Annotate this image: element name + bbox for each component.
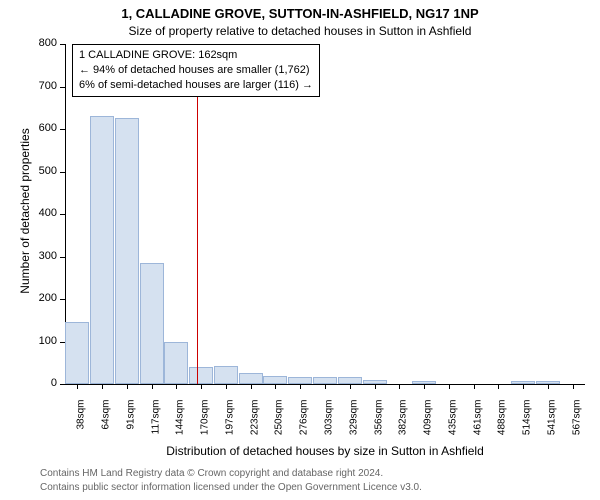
xtick-label: 514sqm: [522, 400, 533, 450]
xtick-mark: [474, 384, 475, 389]
xtick-label: 541sqm: [546, 400, 557, 450]
ytick-mark: [60, 257, 65, 258]
xtick-label: 250sqm: [274, 400, 285, 450]
bar: [214, 366, 238, 384]
xtick-label: 435sqm: [447, 400, 458, 450]
annotation-line: ← 94% of detached houses are smaller (1,…: [79, 63, 313, 78]
annotation-line: 1 CALLADINE GROVE: 162sqm: [79, 48, 313, 63]
xtick-label: 276sqm: [299, 400, 310, 450]
ytick-mark: [60, 87, 65, 88]
xtick-mark: [201, 384, 202, 389]
xtick-label: 382sqm: [398, 400, 409, 450]
xtick-label: 223sqm: [249, 400, 260, 450]
bar: [65, 322, 89, 384]
xtick-mark: [102, 384, 103, 389]
xtick-mark: [548, 384, 549, 389]
xtick-mark: [77, 384, 78, 389]
xtick-label: 329sqm: [348, 400, 359, 450]
bar: [189, 367, 213, 384]
xtick-mark: [424, 384, 425, 389]
chart-title-line2: Size of property relative to detached ho…: [0, 24, 600, 38]
xtick-label: 197sqm: [224, 400, 235, 450]
xtick-label: 64sqm: [101, 400, 112, 450]
xtick-mark: [275, 384, 276, 389]
xtick-mark: [375, 384, 376, 389]
bar: [140, 263, 164, 384]
xtick-label: 488sqm: [497, 400, 508, 450]
xtick-label: 409sqm: [423, 400, 434, 450]
xtick-mark: [176, 384, 177, 389]
annotation-box: 1 CALLADINE GROVE: 162sqm← 94% of detach…: [72, 44, 320, 97]
xtick-mark: [152, 384, 153, 389]
bar: [115, 118, 139, 384]
xtick-label: 303sqm: [324, 400, 335, 450]
xtick-mark: [573, 384, 574, 389]
annotation-line: 6% of semi-detached houses are larger (1…: [79, 78, 313, 93]
xtick-label: 170sqm: [200, 400, 211, 450]
bar: [90, 116, 114, 384]
xtick-label: 117sqm: [150, 400, 161, 450]
bar: [164, 342, 188, 385]
xtick-mark: [226, 384, 227, 389]
xtick-mark: [498, 384, 499, 389]
xtick-label: 144sqm: [175, 400, 186, 450]
ytick-mark: [60, 342, 65, 343]
xtick-label: 38sqm: [76, 400, 87, 450]
bar: [338, 377, 362, 384]
xtick-label: 356sqm: [373, 400, 384, 450]
bar: [313, 377, 337, 384]
xtick-mark: [127, 384, 128, 389]
y-axis-label: Number of detached properties: [18, 41, 32, 381]
xtick-mark: [300, 384, 301, 389]
ytick-mark: [60, 299, 65, 300]
bar: [239, 373, 263, 384]
xtick-mark: [523, 384, 524, 389]
ytick-mark: [60, 44, 65, 45]
ytick-mark: [60, 384, 65, 385]
ytick-mark: [60, 172, 65, 173]
bar: [288, 377, 312, 384]
xtick-label: 461sqm: [472, 400, 483, 450]
xtick-mark: [449, 384, 450, 389]
xtick-label: 91sqm: [125, 400, 136, 450]
xtick-mark: [325, 384, 326, 389]
ytick-mark: [60, 214, 65, 215]
footer-line1: Contains HM Land Registry data © Crown c…: [40, 468, 383, 479]
xtick-mark: [350, 384, 351, 389]
xtick-label: 567sqm: [571, 400, 582, 450]
xtick-mark: [251, 384, 252, 389]
footer-line2: Contains public sector information licen…: [40, 482, 422, 493]
chart-title-line1: 1, CALLADINE GROVE, SUTTON-IN-ASHFIELD, …: [0, 6, 600, 21]
xtick-mark: [399, 384, 400, 389]
bar: [263, 376, 287, 384]
ytick-mark: [60, 129, 65, 130]
x-axis-label: Distribution of detached houses by size …: [65, 444, 585, 458]
